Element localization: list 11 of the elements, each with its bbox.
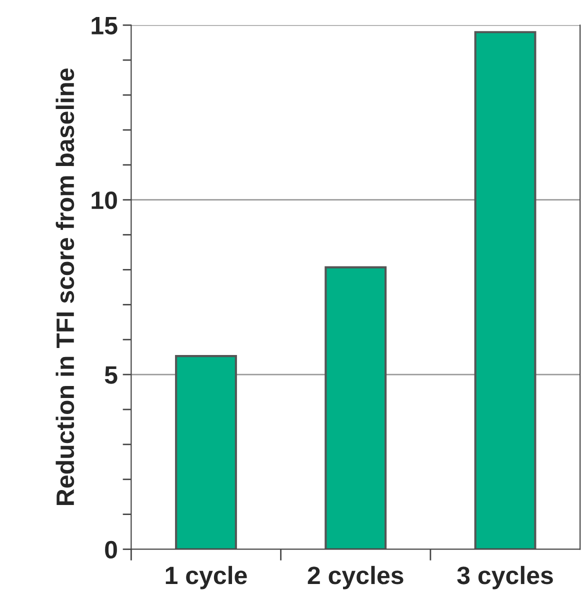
bar [324,266,387,550]
y-tick-label: 0 [105,540,117,559]
x-tick-label: 1 cycle [166,566,247,590]
bar [474,31,536,550]
y-tick-label: 10 [92,191,117,210]
y-tick-label: 5 [104,366,118,384]
x-tick-label: 3 cycles [457,566,553,590]
y-tick-label: 15 [92,16,118,34]
x-tick-label: 2 cycles [308,566,404,590]
y-axis-title: Reduction in TFI score from baseline [56,68,74,505]
bar [175,354,237,550]
